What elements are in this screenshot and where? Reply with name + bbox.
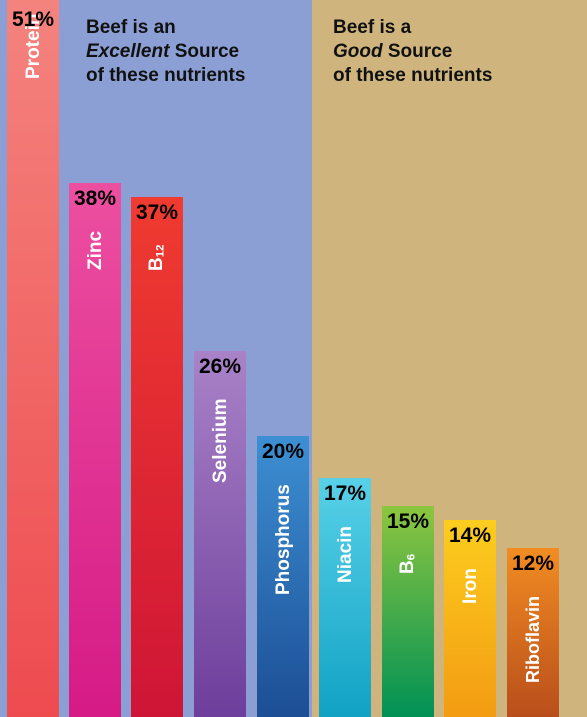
value-label-phosphorus: 20%	[261, 440, 305, 463]
excellent-heading-line-2: Excellent Source	[86, 41, 240, 62]
bar-zinc: Zinc	[69, 183, 121, 717]
value-label-niacin: 17%	[323, 482, 367, 505]
excellent-heading-line-3: of these nutrients	[86, 65, 246, 86]
good-heading-line-1: Beef is a	[333, 17, 412, 38]
excellent-heading-line-1: Beef is an	[86, 17, 176, 38]
value-label-iron: 14%	[448, 524, 492, 547]
good-source-heading: Beef is a Good Source of these nutrients	[333, 16, 492, 88]
bar-selenium: Selenium	[194, 351, 246, 717]
bar-label-riboflavin: Riboflavin	[523, 595, 543, 683]
bar-label-phosphorus: Phosphorus	[272, 484, 294, 595]
bar-riboflavin: Riboflavin	[507, 548, 559, 717]
bar-label-niacin: Niacin	[334, 525, 356, 583]
value-label-selenium: 26%	[198, 355, 242, 378]
value-label-riboflavin: 12%	[511, 552, 555, 575]
good-heading-line-3: of these nutrients	[333, 65, 493, 86]
value-label-zinc: 38%	[73, 187, 117, 210]
bar-label-b12: B12	[146, 244, 167, 271]
value-label-b12: 37%	[135, 201, 179, 224]
bar-label-selenium: Selenium	[209, 398, 231, 483]
excellent-source-heading: Beef is an Excellent Source of these nut…	[86, 16, 245, 88]
bar-phosphorus: Phosphorus	[257, 436, 309, 717]
bar-label-iron: Iron	[459, 568, 481, 604]
good-heading-line-2: Good Source	[333, 41, 453, 62]
value-label-b6: 15%	[386, 510, 430, 533]
bar-niacin: Niacin	[319, 478, 371, 717]
bar-b12: B12	[131, 197, 183, 717]
bar-protein: Protein	[7, 0, 59, 717]
bar-iron: Iron	[444, 520, 496, 717]
value-label-protein: 51%	[11, 8, 55, 31]
bar-label-zinc: Zinc	[84, 230, 106, 270]
bar-label-b6: B6	[397, 553, 418, 574]
bar-b6: B6	[382, 506, 434, 717]
